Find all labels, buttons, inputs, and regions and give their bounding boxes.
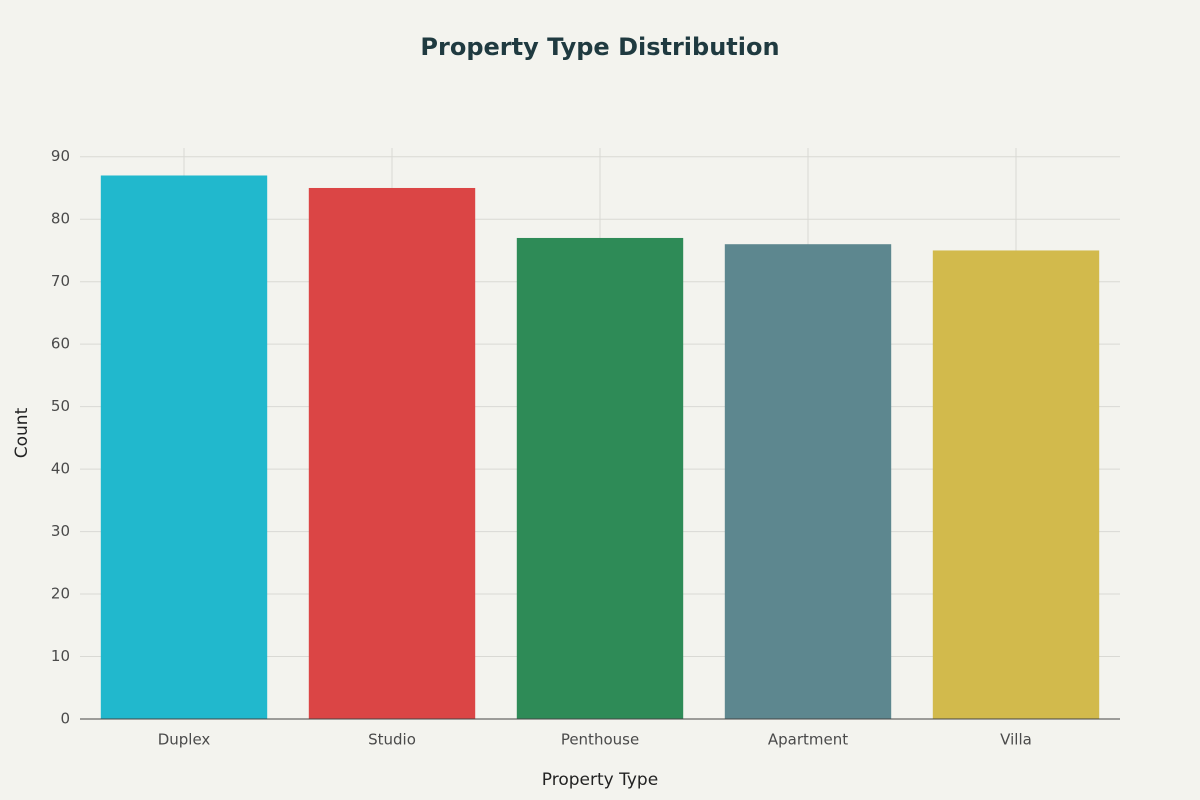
x-tick-label: Villa: [1000, 731, 1032, 749]
x-tick-label: Penthouse: [561, 731, 639, 749]
bar: [100, 175, 268, 719]
y-axis-label: Count: [12, 407, 32, 458]
bar: [724, 244, 892, 719]
x-tick-label: Duplex: [158, 731, 211, 749]
bar: [308, 187, 476, 720]
y-tick-label: 90: [51, 147, 70, 165]
y-tick-label: 50: [51, 397, 70, 415]
y-tick-label: 0: [60, 710, 70, 728]
chart-title: Property Type Distribution: [420, 33, 779, 61]
y-tick-label: 80: [51, 210, 70, 228]
y-tick-label: 40: [51, 460, 70, 478]
x-tick-label: Studio: [368, 731, 416, 749]
bar: [932, 250, 1100, 719]
y-tick-label: 70: [51, 272, 70, 290]
bar: [516, 237, 684, 719]
y-tick-label: 30: [51, 522, 70, 540]
x-axis-label: Property Type: [542, 770, 658, 790]
y-tick-label: 10: [51, 647, 70, 665]
y-tick-label: 20: [51, 585, 70, 603]
x-tick-label: Apartment: [768, 731, 848, 749]
y-tick-label: 60: [51, 335, 70, 353]
